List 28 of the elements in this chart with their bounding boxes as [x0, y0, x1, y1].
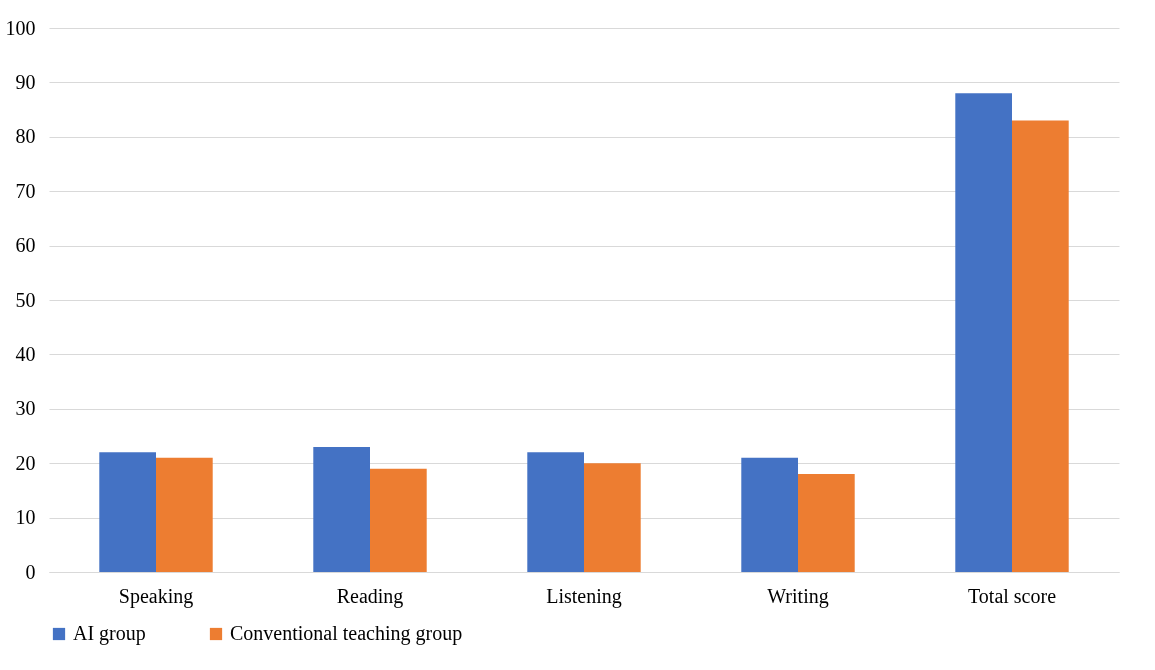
x-tick-label: Speaking [118, 584, 194, 608]
y-tick-label: 90 [15, 70, 36, 93]
x-tick-label: Total score [967, 584, 1057, 607]
y-tick-label: 70 [15, 179, 36, 202]
y-tick-label: 100 [5, 16, 36, 39]
y-tick-label: 40 [15, 342, 36, 365]
bar [798, 474, 855, 572]
bar [370, 468, 427, 572]
y-tick-label: 50 [15, 288, 36, 311]
y-tick-label: 60 [15, 234, 36, 257]
bar [156, 457, 213, 572]
x-tick-label: Writing [767, 584, 829, 608]
y-tick-label: 10 [15, 506, 36, 529]
legend-label: Conventional teaching group [230, 622, 463, 645]
bar [584, 463, 641, 572]
y-tick-label: 30 [15, 397, 36, 420]
bar [741, 457, 798, 572]
y-tick-label: 80 [15, 125, 36, 148]
bar [313, 446, 370, 572]
y-tick-label: 0 [25, 560, 36, 583]
bar [1012, 120, 1069, 572]
legend-label: AI group [73, 622, 146, 645]
bar [955, 93, 1012, 572]
bar [527, 452, 584, 572]
y-tick-label: 20 [15, 451, 36, 474]
x-tick-label: Reading [336, 584, 404, 608]
bar [99, 452, 156, 572]
x-tick-label: Listening [546, 584, 622, 608]
